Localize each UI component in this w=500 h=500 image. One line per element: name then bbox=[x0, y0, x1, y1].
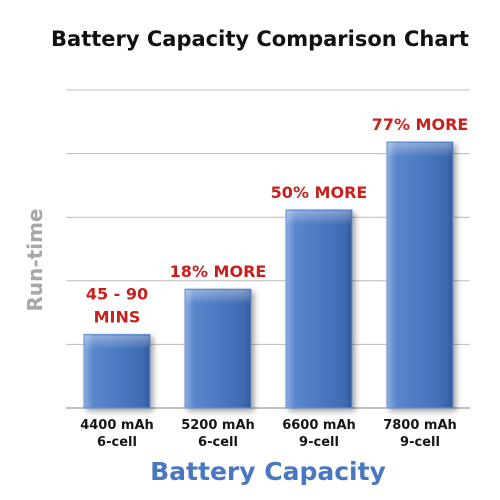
bar-annotation-label: MINS bbox=[94, 307, 141, 326]
bar-highlight bbox=[287, 210, 351, 225]
bar-group bbox=[285, 209, 353, 409]
chart-title: Battery Capacity Comparison Chart bbox=[51, 27, 469, 51]
x-tick-label: 6-cell bbox=[198, 435, 238, 450]
y-axis-label: Run-time bbox=[23, 209, 47, 312]
bar-annotation-label: 50% MORE bbox=[271, 183, 368, 202]
bar bbox=[386, 141, 454, 409]
bar-group bbox=[184, 288, 252, 409]
bar-highlight bbox=[85, 335, 149, 350]
bar-annotation-label: 45 - 90 bbox=[86, 284, 148, 303]
x-tick-label: 9-cell bbox=[299, 435, 339, 450]
x-tick-label: 7800 mAh bbox=[383, 418, 457, 433]
bar bbox=[184, 288, 252, 409]
bar-highlight bbox=[186, 290, 250, 305]
x-tick-label: 6600 mAh bbox=[282, 418, 356, 433]
bar-highlight bbox=[388, 143, 452, 157]
bar-annotation-label: 18% MORE bbox=[170, 262, 267, 281]
x-tick-label: 9-cell bbox=[400, 435, 440, 450]
bar-annotations: 45 - 90 MINS 18% MORE 50% MORE 77% MORE bbox=[86, 115, 468, 326]
bar bbox=[285, 209, 353, 409]
bar-group bbox=[386, 141, 454, 409]
x-tick-label: 6-cell bbox=[97, 435, 137, 450]
bar-group bbox=[83, 333, 151, 409]
x-axis-label: Battery Capacity bbox=[150, 457, 386, 486]
x-tick-label: 5200 mAh bbox=[181, 418, 255, 433]
bar-annotation-label: 77% MORE bbox=[372, 115, 469, 134]
x-tick-labels: 4400 mAh 6-cell 5200 mAh 6-cell 6600 mAh 9-ce… bbox=[80, 418, 457, 450]
x-tick-label: 4400 mAh bbox=[80, 418, 154, 433]
bars bbox=[83, 141, 454, 409]
